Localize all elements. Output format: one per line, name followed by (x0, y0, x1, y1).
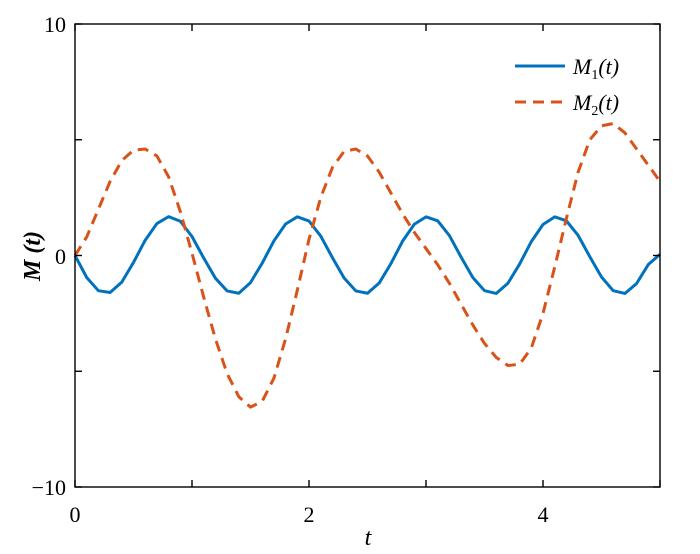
legend-label-m2: M2(t) (572, 90, 619, 119)
series-line-m2 (73, 122, 662, 409)
series-layer (73, 122, 662, 409)
legend: M1(t) M2(t) (515, 54, 619, 119)
y-tick-label-neg10: −10 (32, 475, 66, 500)
series-line-m1 (73, 215, 661, 295)
y-tick-label-10: 10 (44, 12, 66, 37)
legend-label-m1: M1(t) (572, 54, 619, 83)
x-tick-label-4: 4 (538, 502, 549, 527)
plot-background (75, 24, 660, 487)
x-tick-label-2: 2 (304, 502, 315, 527)
x-axis-label: t (365, 525, 373, 551)
x-tick-label-0: 0 (70, 502, 81, 527)
y-axis-label: M (t) (20, 231, 46, 282)
y-tick-label-0: 0 (55, 244, 66, 269)
tick-layer (74, 23, 661, 488)
